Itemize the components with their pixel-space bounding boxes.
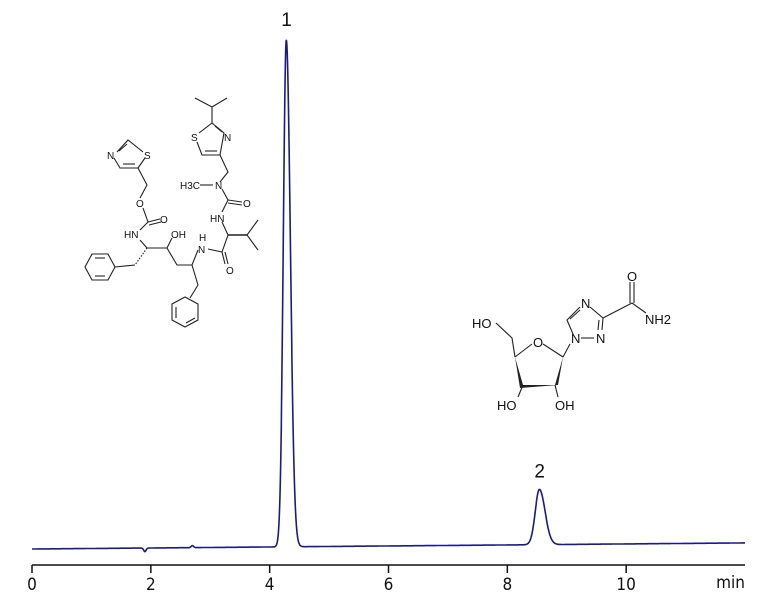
x-tick-label: 8: [502, 575, 512, 595]
atom-label: O: [627, 269, 637, 284]
atom-label: HO: [497, 398, 517, 413]
atom-label: O: [533, 335, 543, 350]
peak-label-1: 1: [281, 10, 292, 31]
atom-label: HN: [124, 230, 138, 241]
atom-label: N: [107, 151, 114, 162]
atom-label: N: [596, 331, 605, 346]
x-tick-label: 0: [27, 575, 37, 595]
peak-label-2: 2: [534, 462, 545, 483]
atom-label: HO: [472, 316, 492, 331]
chromatogram-trace: [32, 39, 745, 553]
atom-label: H: [199, 233, 206, 244]
ribavirin-structure: HO O N N N O NH2 HO OH: [462, 262, 688, 428]
atom-label: S: [144, 151, 151, 162]
atom-label: H3C: [180, 181, 200, 192]
x-axis-label: min: [716, 573, 745, 593]
atom-label: OH: [171, 230, 186, 241]
atom-label: N: [215, 181, 222, 192]
x-tick-label: 6: [384, 575, 394, 595]
x-tick-label: 4: [265, 575, 275, 595]
x-tick-label: 2: [146, 575, 156, 595]
atom-label: N: [198, 245, 205, 256]
x-axis: 0 2 4 6 8 10 min: [27, 564, 745, 595]
atom-label: N: [224, 133, 231, 144]
ritonavir-structure: S N H3C N O HN N H O OH HN O O N S: [70, 85, 270, 335]
atom-label: S: [191, 133, 198, 144]
atom-label: O: [136, 199, 144, 210]
atom-label: NH2: [645, 312, 671, 327]
atom-label: O: [243, 199, 251, 210]
atom-label: O: [160, 215, 168, 226]
atom-label: HN: [210, 214, 224, 225]
atom-label: N: [581, 296, 590, 311]
atom-label: O: [226, 266, 234, 277]
x-tick-label: 10: [616, 575, 635, 595]
atom-label: OH: [555, 398, 575, 413]
atom-label: N: [571, 331, 580, 346]
